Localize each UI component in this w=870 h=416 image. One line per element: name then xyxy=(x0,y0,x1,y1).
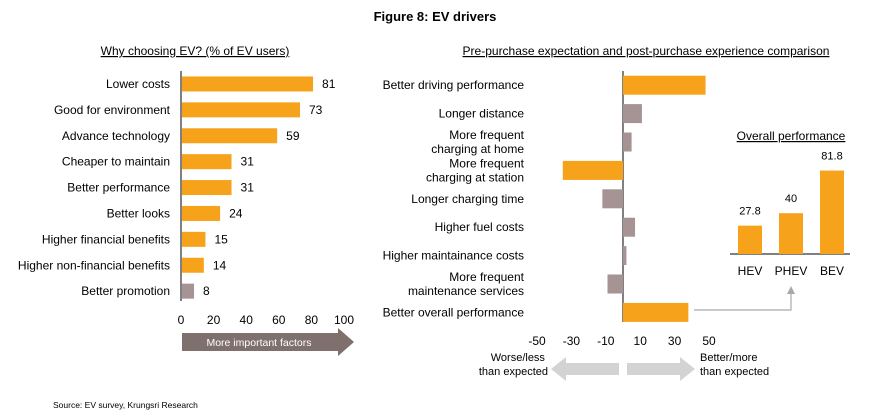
overall-performance-category-hev: HEV xyxy=(738,264,763,278)
why-ev-bar-advance-technology xyxy=(182,128,278,144)
overall-performance-category-bev: BEV xyxy=(820,264,844,278)
overall-performance-value-bev: 81.8 xyxy=(821,151,842,163)
overall-performance-connector xyxy=(694,286,795,311)
why-ev-bar-cheaper-to-maintain xyxy=(182,154,232,170)
expectation-x-tick-minus-30: -30 xyxy=(563,334,581,348)
why-ev-x-tick-40: 40 xyxy=(240,313,254,327)
why-ev-bar-better-performance xyxy=(182,180,232,196)
expectation-category-better-overall-performance: Better overall performance xyxy=(383,305,525,319)
worse-than-expected-arrow xyxy=(551,357,619,381)
why-ev-bar-better-looks xyxy=(182,205,221,221)
why-ev-value-higher-financial-benefits: 15 xyxy=(214,232,228,246)
expectation-bar-more-frequent-charging-at-home xyxy=(623,132,632,152)
overall-performance-title: Overall performance xyxy=(737,129,846,143)
why-ev-x-tick-100: 100 xyxy=(334,313,354,327)
why-ev-value-higher-non-financial-benefits: 14 xyxy=(213,258,227,272)
expectation-bar-longer-distance xyxy=(623,104,642,124)
why-ev-category-better-promotion: Better promotion xyxy=(81,284,170,298)
more-important-factors-arrow xyxy=(182,328,354,356)
expectation-bar-better-overall-performance xyxy=(623,302,689,322)
expectation-category-higher-fuel-costs: Higher fuel costs xyxy=(435,220,524,234)
why-ev-bars: Lower costs 81 Good for environment 73 Advan… xyxy=(18,76,336,299)
expectation-experience-chart-title: Pre-purchase expectation and post-purcha… xyxy=(463,44,830,58)
expectation-category-longer-charging-time: Longer charging time xyxy=(411,192,524,206)
figure-title: Figure 8: EV drivers xyxy=(374,9,497,24)
why-ev-x-tick-20: 20 xyxy=(207,313,221,327)
expectation-experience-chart: Pre-purchase expectation and post-purcha… xyxy=(383,44,830,381)
why-ev-value-cheaper-to-maintain: 31 xyxy=(241,155,255,169)
expectation-bar-higher-fuel-costs xyxy=(623,217,636,237)
overall-performance-chart: Overall performance 27.8 HEV 40 PHEV 81.8 BEV xyxy=(730,129,850,278)
expectation-category-higher-maintainance-costs: Higher maintainance costs xyxy=(383,249,524,263)
why-ev-x-tick-60: 60 xyxy=(272,313,286,327)
why-ev-category-higher-financial-benefits: Higher financial benefits xyxy=(42,232,170,246)
why-ev-x-tick-80: 80 xyxy=(305,313,319,327)
better-than-expected-arrow xyxy=(627,357,695,381)
expectation-x-tick-minus-10: -10 xyxy=(597,334,615,348)
expectation-bar-more-frequent-maintenance-services xyxy=(607,274,623,294)
overall-performance-bar-hev xyxy=(738,225,762,254)
overall-performance-bar-phev xyxy=(779,213,803,254)
why-ev-category-lower-costs: Lower costs xyxy=(106,77,170,91)
overall-performance-category-phev: PHEV xyxy=(775,264,808,278)
expectation-category-more-frequent-charging-at-station: More frequent charging at station xyxy=(426,156,525,184)
why-ev-value-better-promotion: 8 xyxy=(203,284,210,298)
worse-than-expected-label: Worse/less than expected xyxy=(479,352,548,378)
source-note: Source: EV survey, Krungsri Research xyxy=(53,400,198,410)
why-ev-x-ticks: 0 20 40 60 80 100 xyxy=(178,313,355,327)
why-ev-bar-better-promotion xyxy=(182,283,195,299)
why-ev-bar-good-for-environment xyxy=(182,102,300,118)
why-ev-value-lower-costs: 81 xyxy=(322,77,336,91)
expectation-bar-more-frequent-charging-at-station xyxy=(562,160,623,180)
expectation-bar-higher-maintainance-costs xyxy=(623,246,627,266)
overall-performance-bars: 27.8 HEV 40 PHEV 81.8 BEV xyxy=(738,151,844,278)
overall-performance-value-hev: 27.8 xyxy=(739,206,760,218)
why-ev-category-higher-non-financial-benefits: Higher non-financial benefits xyxy=(18,258,170,272)
why-ev-value-good-for-environment: 73 xyxy=(309,103,323,117)
why-ev-category-cheaper-to-maintain: Cheaper to maintain xyxy=(62,155,170,169)
expectation-category-more-frequent-charging-at-home: More frequent charging at home xyxy=(431,128,524,156)
why-ev-chart: Why choosing EV? (% of EV users) Lower c… xyxy=(18,44,354,356)
why-ev-value-better-performance: 31 xyxy=(241,181,255,195)
why-ev-value-advance-technology: 59 xyxy=(286,129,300,143)
why-ev-category-better-looks: Better looks xyxy=(107,206,170,220)
why-ev-bar-higher-non-financial-benefits xyxy=(182,257,204,273)
why-ev-bar-lower-costs xyxy=(182,76,314,92)
expectation-x-ticks: -50 -30 -10 10 30 50 xyxy=(528,334,716,348)
expectation-bar-longer-charging-time xyxy=(602,189,623,209)
more-important-factors-label: More important factors xyxy=(206,337,311,349)
why-ev-category-better-performance: Better performance xyxy=(67,181,170,195)
expectation-bar-better-driving-performance xyxy=(623,75,706,95)
expectation-x-tick-50: 50 xyxy=(702,334,716,348)
why-ev-category-good-for-environment: Good for environment xyxy=(54,103,171,117)
expectation-category-longer-distance: Longer distance xyxy=(439,107,525,121)
why-ev-chart-title: Why choosing EV? (% of EV users) xyxy=(101,44,290,58)
overall-performance-value-phev: 40 xyxy=(785,193,797,205)
why-ev-bar-higher-financial-benefits xyxy=(182,231,206,247)
expectation-category-more-frequent-maintenance-services: More frequent maintenance services xyxy=(408,270,525,298)
expectation-category-better-driving-performance: Better driving performance xyxy=(383,78,525,92)
expectation-x-tick-10: 10 xyxy=(634,334,648,348)
why-ev-category-advance-technology: Advance technology xyxy=(62,129,170,143)
expectation-x-tick-30: 30 xyxy=(668,334,682,348)
why-ev-x-tick-0: 0 xyxy=(178,313,185,327)
expectation-x-tick-minus-50: -50 xyxy=(528,334,546,348)
better-than-expected-label: Better/more than expected xyxy=(700,352,769,378)
why-ev-value-better-looks: 24 xyxy=(229,206,243,220)
expectation-bars: Better driving performance Longer distanc… xyxy=(383,75,706,322)
overall-performance-bar-bev xyxy=(820,170,844,254)
